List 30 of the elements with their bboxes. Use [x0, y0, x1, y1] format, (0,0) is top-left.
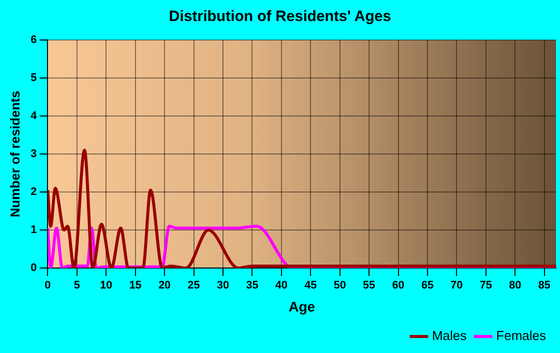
- x-tick-label: 40: [275, 280, 288, 292]
- x-tick-label: 5: [74, 280, 80, 292]
- x-tick-label: 0: [44, 280, 51, 292]
- legend-label: Females: [496, 328, 546, 344]
- x-tick-label: 15: [129, 280, 142, 292]
- x-tick-label: 75: [480, 280, 492, 292]
- y-axis-title: Number of residents: [7, 90, 22, 218]
- y-tick-label: 0: [30, 262, 37, 274]
- x-tick-label: 55: [362, 280, 376, 292]
- x-tick-label: 45: [304, 280, 317, 292]
- x-tick-label: 65: [421, 280, 434, 292]
- x-tick-label: 60: [392, 280, 404, 292]
- x-tick-label: 30: [216, 280, 230, 292]
- y-tick-label: 5: [30, 72, 37, 84]
- y-tick-label: 2: [30, 186, 37, 198]
- y-tick-label: 6: [30, 34, 37, 46]
- chart-title: Distribution of Residents' Ages: [168, 8, 392, 26]
- legend-label: Males: [432, 328, 468, 344]
- y-tick-label: 4: [30, 110, 38, 122]
- x-tick-label: 70: [450, 280, 463, 292]
- x-tick-label: 80: [508, 280, 522, 292]
- x-tick-label: 85: [538, 280, 550, 292]
- y-tick-label: 1: [30, 224, 37, 236]
- x-tick-label: 50: [334, 280, 346, 292]
- x-tick-label: 35: [246, 280, 258, 292]
- x-axis-title: Age: [288, 298, 316, 314]
- x-tick-label: 20: [158, 280, 171, 292]
- x-tick-label: 10: [100, 280, 112, 292]
- y-tick-label: 3: [30, 148, 37, 160]
- x-tick-label: 25: [188, 280, 200, 292]
